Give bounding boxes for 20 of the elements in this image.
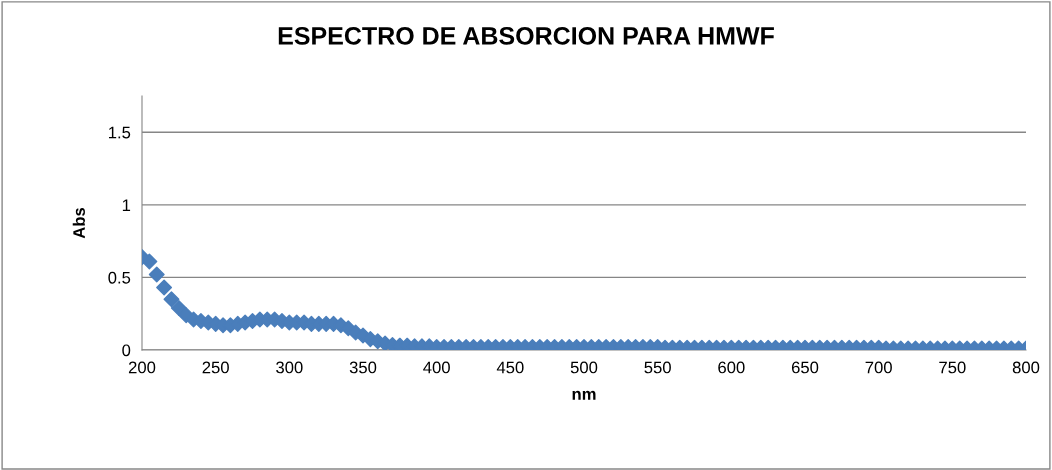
y-axis-title: Abs [72, 207, 85, 239]
y-tick-label: 1.5 [108, 126, 131, 139]
y-tick-label: 0 [122, 344, 131, 357]
x-tick-label: 450 [496, 361, 524, 374]
x-axis-title: nm [572, 390, 596, 400]
y-tick-label: 1 [122, 199, 131, 211]
x-tick-label: 200 [128, 361, 156, 374]
x-tick-label: 400 [423, 361, 450, 374]
x-tick-label: 800 [1012, 361, 1040, 374]
x-tick-label: 250 [202, 361, 229, 374]
x-tick-label: 650 [791, 361, 819, 374]
x-tick-label: 600 [718, 361, 745, 374]
chart-title: ESPECTRO DE ABSORCION PARA HMWF [278, 27, 774, 45]
x-tick-label: 350 [349, 361, 377, 374]
x-tick-label: 550 [644, 361, 671, 374]
x-tick-label: 750 [939, 361, 966, 374]
x-tick-label: 300 [276, 361, 303, 374]
y-tick-label: 0.5 [108, 271, 131, 284]
x-tick-label: 700 [865, 361, 892, 374]
x-tick-label: 500 [570, 361, 598, 374]
